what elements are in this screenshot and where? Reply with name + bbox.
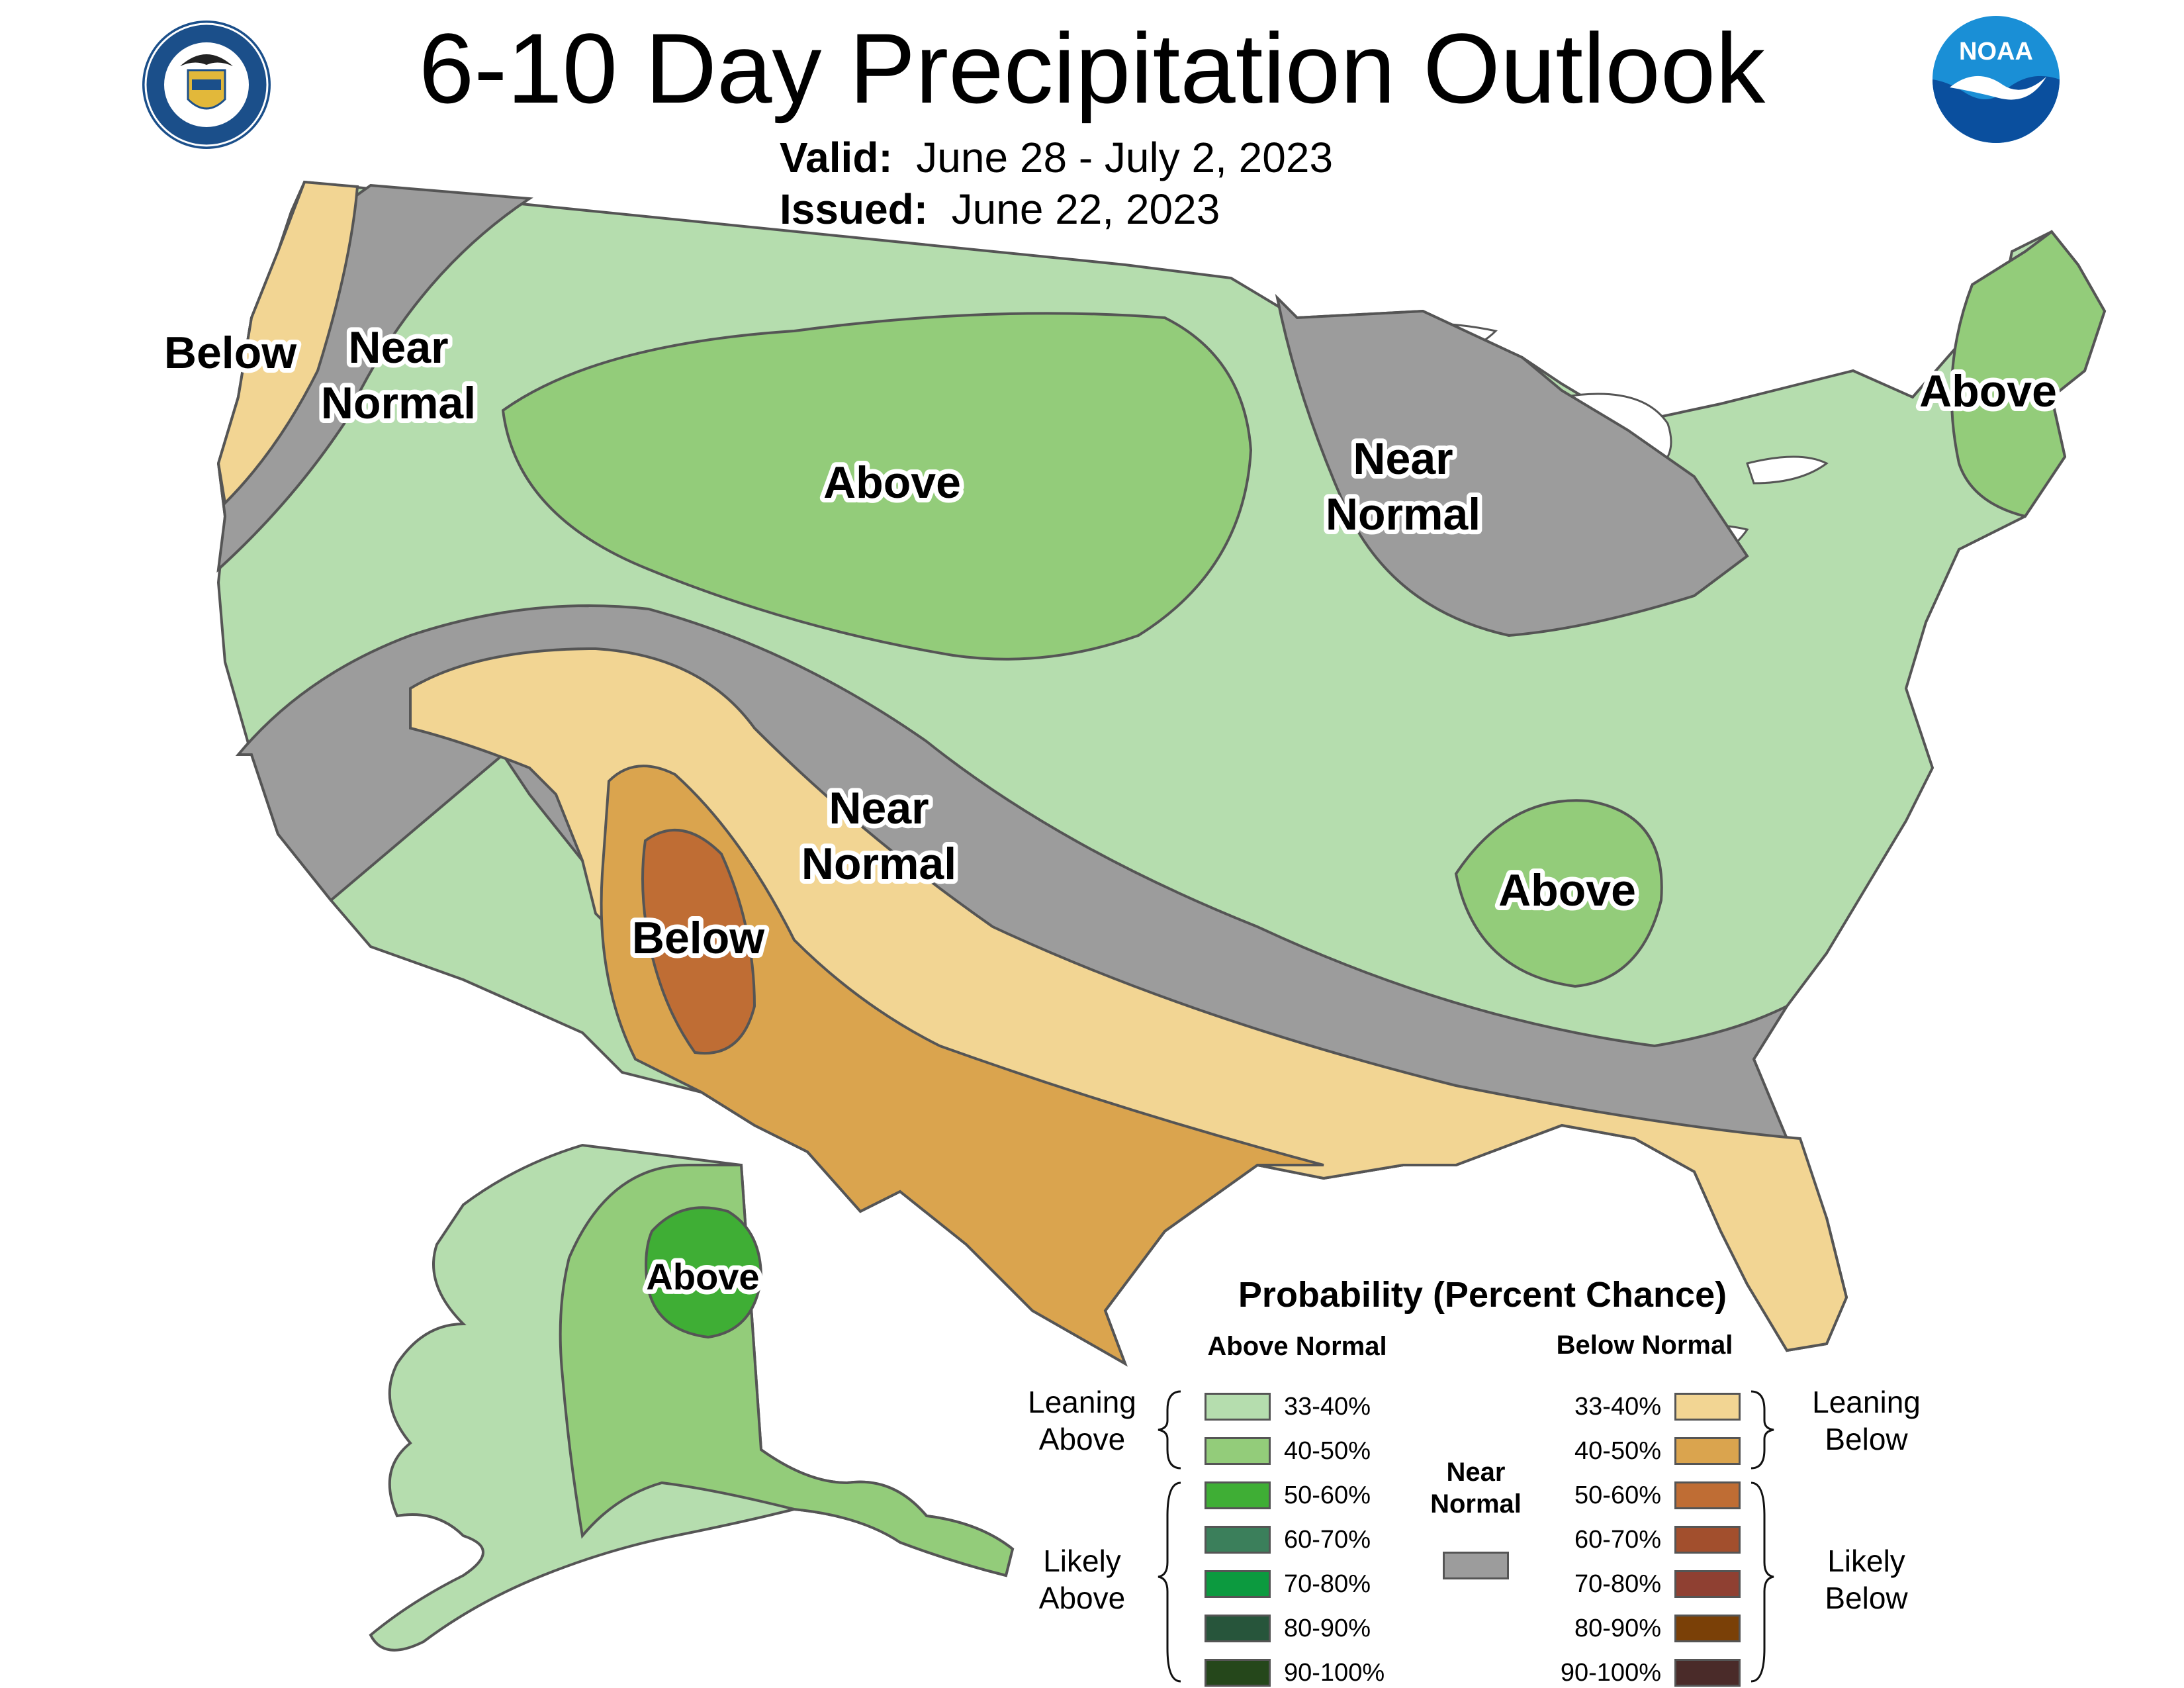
- legend-below-swatch: [1674, 1393, 1741, 1421]
- legend-above-swatch: [1205, 1615, 1271, 1642]
- legend-below-percent: 90-100%: [1560, 1659, 1661, 1687]
- legend-below-percent: 33-40%: [1574, 1393, 1661, 1421]
- leaning-above-line2: Above: [1038, 1422, 1126, 1456]
- region-label: Above: [823, 457, 961, 508]
- noaa-logo-icon: NOAA: [1933, 16, 2060, 143]
- region-label: Below: [632, 913, 765, 963]
- legend-below-percent: 50-60%: [1574, 1481, 1661, 1509]
- region-label: Normal: [321, 378, 476, 428]
- legend-below-percent: 80-90%: [1574, 1615, 1661, 1642]
- near-header-line2: Normal: [1430, 1489, 1522, 1519]
- region-label: Below: [164, 328, 297, 378]
- legend-above-swatch: [1205, 1570, 1271, 1598]
- likely-below-label: Likely Below: [1787, 1542, 1946, 1617]
- leaning-below-pnw: [216, 180, 359, 506]
- likely-above-line2: Above: [1038, 1581, 1126, 1615]
- legend-above-percent: 33-40%: [1284, 1393, 1371, 1421]
- legend-below-swatch: [1674, 1481, 1741, 1509]
- valid-line: Valid: June 28 - July 2, 2023: [780, 132, 1333, 183]
- legend-below-swatch: [1674, 1615, 1741, 1642]
- likely-above-label: Likely Above: [1013, 1542, 1152, 1617]
- likely-above-line1: Likely: [1043, 1544, 1121, 1578]
- below-40-50-southwest: [600, 765, 1324, 1367]
- likely-below-line1: Likely: [1827, 1544, 1905, 1578]
- legend-above-percent: 80-90%: [1284, 1615, 1371, 1642]
- leaning-above-label: Leaning Above: [1013, 1383, 1152, 1458]
- issued-label: Issued:: [780, 185, 929, 233]
- region-label: Near: [1353, 434, 1453, 484]
- valid-label: Valid:: [780, 134, 893, 181]
- region-label: Above: [1498, 865, 1636, 915]
- legend-braces-left: [1158, 1390, 1181, 1683]
- legend-below-swatch: [1674, 1570, 1741, 1598]
- likely-below-line2: Below: [1825, 1581, 1908, 1615]
- legend-above-header: Above Normal: [1207, 1332, 1387, 1361]
- leaning-below-line1: Leaning: [1812, 1385, 1921, 1419]
- above-40-50-plains: [501, 312, 1253, 661]
- legend-above-percent: 70-80%: [1284, 1570, 1371, 1598]
- region-label: Near: [348, 322, 448, 373]
- legend-below-percent: 40-50%: [1574, 1437, 1661, 1465]
- above-40-50-tennessee: [1454, 799, 1663, 988]
- near-header-line1: Near: [1446, 1458, 1506, 1487]
- legend-above-swatch: [1205, 1526, 1271, 1554]
- legend-above-swatch: [1205, 1659, 1271, 1687]
- leaning-below-southwest: [409, 647, 1848, 1352]
- legend-near-normal-swatch: [1443, 1552, 1509, 1579]
- svg-text:NOAA: NOAA: [1959, 38, 2033, 66]
- region-label: Near: [829, 783, 929, 833]
- legend-title: Probability (Percent Chance): [1238, 1275, 1727, 1315]
- issued-line: Issued: June 22, 2023: [780, 184, 1220, 234]
- leaning-below-label: Leaning Below: [1787, 1383, 1946, 1458]
- issued-date: June 22, 2023: [951, 185, 1220, 233]
- leaning-above-line1: Leaning: [1028, 1385, 1136, 1419]
- region-label: Above: [1919, 366, 2057, 416]
- legend-above-swatch: [1205, 1481, 1271, 1509]
- legend-braces-right: [1751, 1390, 1774, 1683]
- below-50-60-new-mexico: [641, 829, 756, 1055]
- legend-below-percent: 60-70%: [1574, 1526, 1661, 1554]
- alaska-above-50-60: [645, 1206, 763, 1339]
- legend-above-swatch: [1205, 1437, 1271, 1465]
- legend-above-percent: 40-50%: [1284, 1437, 1371, 1465]
- region-label: Normal: [801, 839, 956, 889]
- legend-below-swatch: [1674, 1437, 1741, 1465]
- legend-above-percent: 60-70%: [1284, 1526, 1371, 1554]
- legend-below-swatch: [1674, 1659, 1741, 1687]
- legend-above-percent: 90-100%: [1284, 1659, 1385, 1687]
- legend-below-header: Below Normal: [1556, 1331, 1733, 1360]
- commerce-seal-icon: [142, 21, 271, 149]
- legend-above-percent: 50-60%: [1284, 1481, 1371, 1509]
- above-40-50-northeast: [1950, 230, 2107, 518]
- region-label: Normal: [1326, 489, 1480, 539]
- page-title: 6-10 Day Precipitation Outlook: [418, 13, 1766, 124]
- leaning-below-line2: Below: [1825, 1422, 1908, 1456]
- legend-near-header: Near Normal: [1416, 1456, 1535, 1520]
- near-normal-great-lakes: [1275, 293, 1749, 637]
- legend-below-percent: 70-80%: [1574, 1570, 1661, 1598]
- legend-above-swatch: [1205, 1393, 1271, 1421]
- region-label: Above: [646, 1256, 759, 1297]
- valid-dates: June 28 - July 2, 2023: [916, 134, 1334, 181]
- legend-below-swatch: [1674, 1526, 1741, 1554]
